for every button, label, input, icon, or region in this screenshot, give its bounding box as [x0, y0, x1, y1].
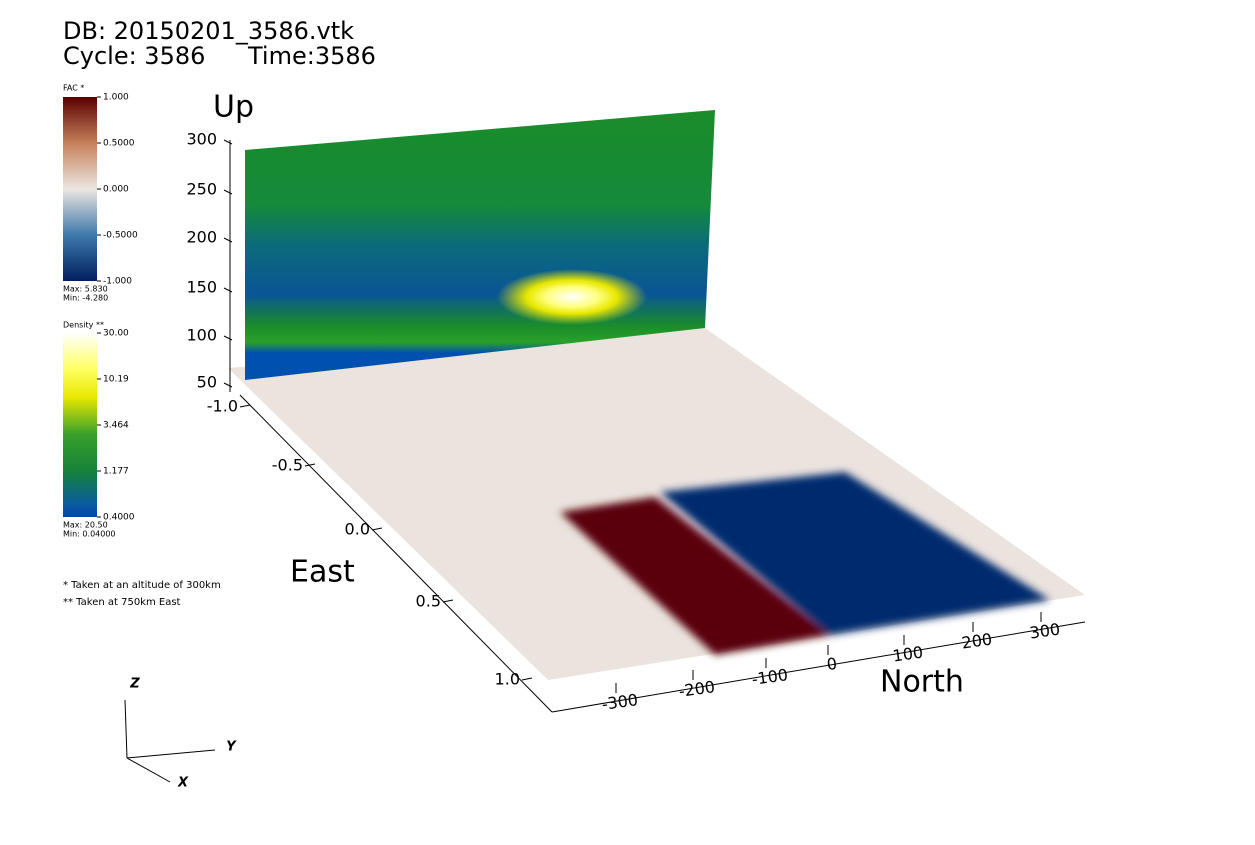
legend-label: 0.5000 [103, 139, 135, 149]
axis-title: North [880, 665, 964, 700]
axis-title: Up [213, 90, 254, 125]
legend-min: Min: -4.280 [63, 294, 108, 303]
axes [124, 140, 1086, 783]
tick-label: 150 [186, 278, 217, 297]
triad-label: X [177, 776, 189, 791]
tick-mark [223, 237, 233, 243]
note: ** Taken at 750km East [63, 597, 181, 608]
tick-label: 300 [186, 130, 217, 149]
tick-mark [223, 335, 233, 341]
density-peak [497, 269, 647, 325]
legend-label: -0.5000 [103, 231, 138, 241]
legend-label: 1.000 [103, 93, 129, 103]
legend-label: 1.177 [103, 467, 129, 477]
tick-mark [442, 599, 454, 603]
triad-label: Z [129, 677, 140, 692]
tick-label: -1.0 [207, 397, 238, 416]
legend-title: Density ** [63, 321, 104, 330]
legend-label: 30.00 [103, 329, 129, 339]
density-colorbar [63, 333, 97, 517]
legend-label: -1.000 [103, 277, 132, 287]
legend-label: 3.464 [103, 421, 129, 431]
tick-label: 1.0 [495, 670, 520, 689]
time: Time:3586 [247, 42, 376, 70]
legend-min: Min: 0.04000 [63, 530, 116, 539]
tick-label: 100 [186, 326, 217, 345]
tick-label: 300 [1028, 619, 1061, 642]
tick-label: 100 [891, 642, 924, 665]
tick-mark [371, 527, 383, 531]
tick-label: 200 [186, 228, 217, 247]
tick-mark [223, 287, 233, 293]
cycle: Cycle: 3586 [63, 42, 205, 70]
legend-title: FAC * [63, 84, 84, 93]
tick-mark [223, 189, 233, 195]
legend-label: 10.19 [103, 375, 129, 385]
tick-mark [239, 404, 251, 408]
tick-label: -200 [678, 677, 717, 701]
tick-mark [223, 139, 233, 145]
legend-label: 0.000 [103, 185, 129, 195]
tick-mark [304, 463, 316, 467]
legend-max: Max: 5.830 [63, 285, 108, 294]
tick-mark [521, 677, 533, 681]
triad-label: Y [226, 740, 237, 755]
tick-label: -300 [601, 690, 640, 714]
legend-label: 0.4000 [103, 513, 135, 523]
tick-label: 250 [186, 180, 217, 199]
tick-label: 0.5 [416, 592, 441, 611]
axis-title: East [290, 555, 355, 590]
tick-label: 0 [825, 654, 838, 674]
tick-label: -0.5 [272, 456, 303, 475]
tick-label: 200 [960, 629, 993, 652]
fac-regions [560, 472, 1050, 655]
tick-mark [223, 382, 233, 388]
tick-label: -100 [751, 665, 790, 689]
legend-max: Max: 20.50 [63, 521, 108, 530]
note: * Taken at an altitude of 300km [63, 580, 221, 591]
tick-label: 50 [197, 373, 217, 392]
db-name: DB: 20150201_3586.vtk [63, 17, 354, 45]
fac-colorbar [63, 97, 97, 281]
tick-label: 0.0 [345, 520, 370, 539]
